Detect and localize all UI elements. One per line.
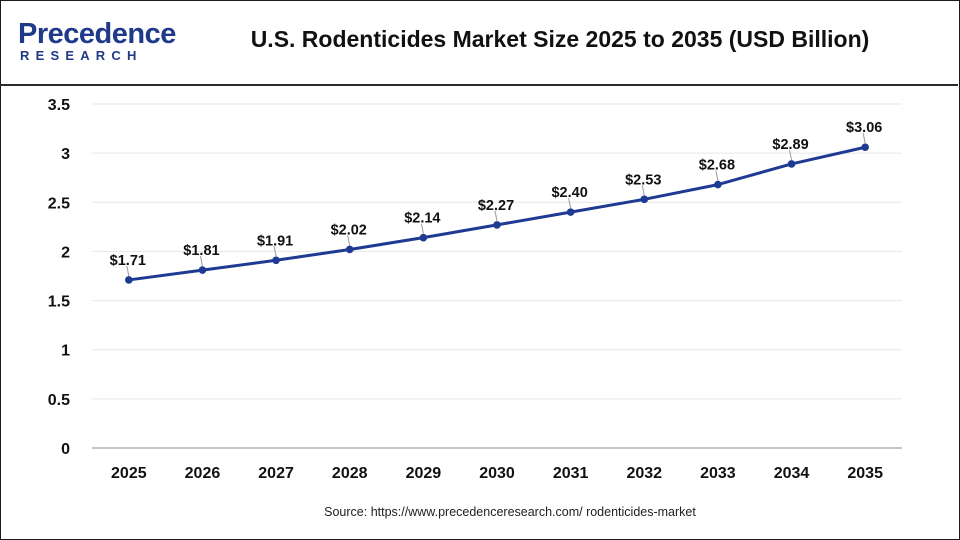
data-point — [714, 180, 722, 189]
y-tick-label: 0.5 — [48, 392, 70, 409]
data-point — [566, 208, 575, 216]
data-label-leader — [641, 185, 645, 196]
data-label-leader — [494, 210, 498, 221]
data-label: $2.89 — [772, 137, 808, 153]
data-point — [272, 256, 280, 265]
data-point — [493, 221, 501, 229]
y-tick-label: 3.5 — [48, 97, 70, 114]
chart-title: U.S. Rodenticides Market Size 2025 to 20… — [250, 26, 870, 52]
data-label-leader — [715, 170, 719, 181]
x-tick-label: 2030 — [479, 465, 515, 482]
grid-lines — [92, 103, 902, 400]
y-tick-label: 0 — [61, 441, 70, 458]
data-label-leader — [273, 246, 277, 257]
data-point — [198, 266, 207, 274]
data-label-leader — [789, 149, 793, 161]
data-label: $2.53 — [625, 172, 661, 188]
x-tick-label: 2025 — [111, 465, 147, 482]
brand-logo: Precedence RESEARCH — [18, 18, 176, 68]
data-label: $1.81 — [183, 243, 219, 259]
data-point — [419, 233, 428, 242]
data-label: $2.40 — [551, 185, 587, 201]
data-label-leader — [199, 256, 203, 267]
data-label-leader — [347, 235, 351, 246]
x-tick-label: 2028 — [332, 465, 368, 482]
x-tick-label: 2035 — [847, 465, 883, 482]
y-axis-tick-labels: 0 0.5 1 1.5 2 2.5 3 3.5 — [48, 97, 70, 458]
source-note: Source: https://www.precedenceresearch.c… — [324, 505, 696, 519]
data-label: $2.14 — [404, 211, 440, 227]
data-label: $3.06 — [846, 120, 882, 136]
x-tick-label: 2032 — [626, 465, 662, 482]
data-label-leader — [420, 223, 424, 234]
data-label-leader — [862, 133, 866, 144]
data-point — [861, 143, 869, 152]
logo-text: Precedence — [18, 18, 176, 50]
data-points — [125, 143, 869, 284]
y-tick-label: 1 — [61, 343, 70, 360]
data-point — [787, 160, 796, 168]
x-tick-label: 2027 — [258, 465, 294, 482]
data-label: $1.71 — [110, 253, 146, 269]
data-label-leader — [568, 198, 572, 209]
x-tick-label: 2033 — [700, 465, 736, 482]
x-tick-label: 2031 — [553, 465, 589, 482]
y-tick-label: 2.5 — [48, 195, 70, 212]
x-tick-label: 2026 — [185, 465, 221, 482]
y-tick-label: 3 — [61, 146, 70, 163]
data-label: $2.27 — [478, 198, 514, 214]
data-point — [345, 245, 354, 254]
data-point — [125, 276, 133, 284]
y-tick-label: 1.5 — [48, 294, 70, 311]
data-point — [640, 195, 649, 204]
x-tick-label: 2034 — [774, 465, 810, 482]
data-label: $2.02 — [331, 222, 367, 238]
y-tick-label: 2 — [61, 244, 70, 261]
header: Precedence RESEARCH U.S. Rodenticides Ma… — [0, 0, 958, 86]
data-label: $1.91 — [257, 233, 293, 249]
x-axis-tick-labels: 2025 2026 2027 2028 2029 2030 2031 2032 2033 2034… — [111, 465, 883, 482]
data-labels: $1.71 $1.81 $1.91 $2.02 $2.14 $2.27 $2.40 $2.53… — [110, 120, 882, 277]
logo-subtext: RESEARCH — [20, 48, 143, 63]
data-label: $2.68 — [699, 158, 735, 174]
x-tick-label: 2029 — [406, 465, 442, 482]
line-chart: 0 0.5 1 1.5 2 2.5 3 3.5 2025 2026 2027 2028 2029 203… — [48, 97, 902, 482]
data-label-leader — [126, 265, 130, 277]
